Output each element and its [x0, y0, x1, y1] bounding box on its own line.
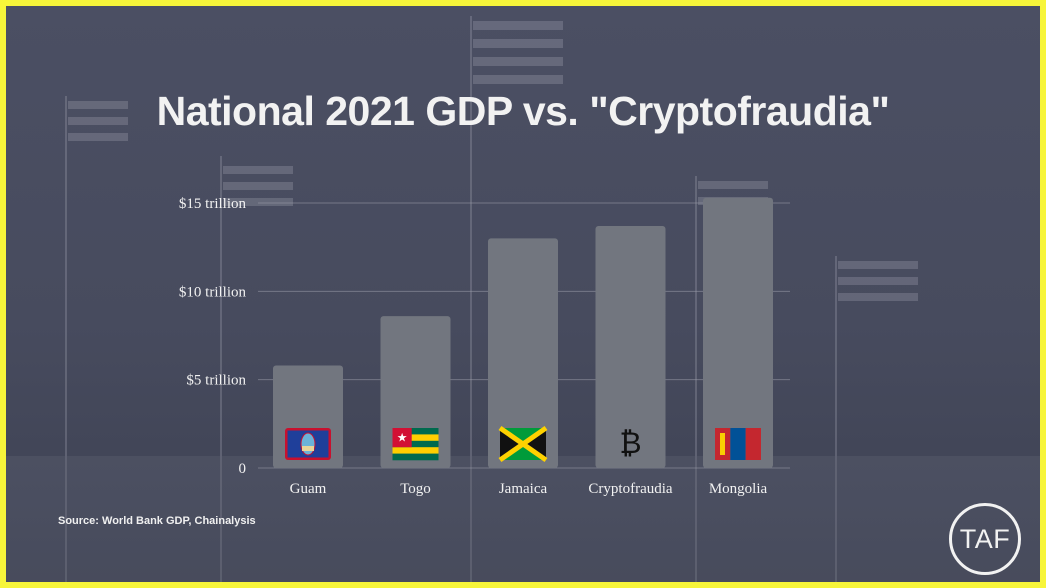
source-note: Source: World Bank GDP, Chainalysis	[58, 515, 256, 527]
chart-frame	[6, 6, 1040, 582]
chart-title: National 2021 GDP vs. "Cryptofraudia"	[156, 88, 890, 134]
bar-mongolia	[703, 197, 773, 468]
bar-cryptofraudia	[595, 225, 666, 468]
x-tick-label: Togo	[400, 481, 431, 497]
background-flags-image	[6, 16, 1040, 582]
svg-text:★: ★	[397, 430, 408, 444]
y-tick-label: $10 trillion	[179, 284, 247, 300]
svg-text:₿: ₿	[619, 426, 641, 461]
y-tick-label: $15 trillion	[179, 196, 247, 212]
x-tick-label: Cryptofraudia	[588, 481, 672, 497]
togo-flag-icon: ★	[392, 428, 439, 461]
bar-jamaica	[488, 238, 558, 468]
guam-flag-icon	[285, 428, 331, 460]
y-tick-label: $5 trillion	[186, 373, 246, 389]
x-tick-label: Jamaica	[499, 481, 548, 497]
logo-text: TAF	[959, 524, 1011, 554]
jamaica-flag-icon	[498, 425, 548, 463]
bitcoin-icon: ₿	[619, 426, 641, 461]
x-tick-label: Mongolia	[709, 481, 768, 497]
x-tick-label: Guam	[290, 481, 327, 497]
y-tick-label: 0	[239, 461, 247, 477]
taf-logo: TAF	[949, 503, 1021, 575]
mongolia-flag-icon	[715, 428, 761, 460]
